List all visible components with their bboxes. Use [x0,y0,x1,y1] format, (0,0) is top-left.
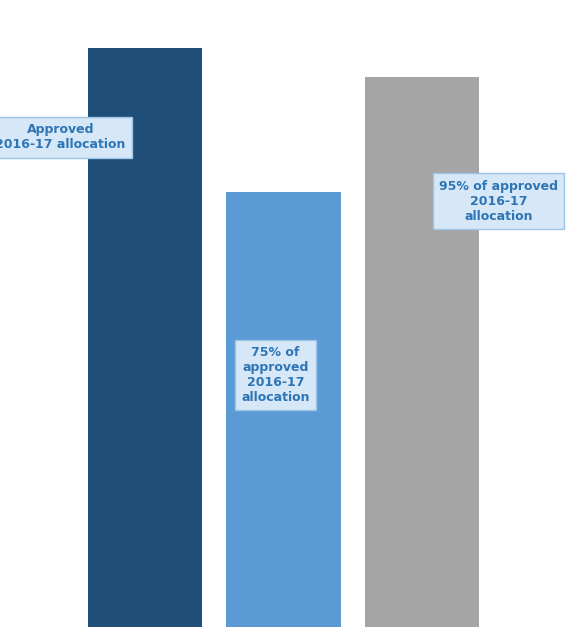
Text: 75% of
approved
2016-17
allocation: 75% of approved 2016-17 allocation [241,346,310,404]
Bar [365,77,480,627]
Bar [87,47,202,627]
Text: Approved
2016-17 allocation: Approved 2016-17 allocation [0,124,125,152]
Text: 95% of approved
2016-17
allocation: 95% of approved 2016-17 allocation [439,180,558,223]
Bar [226,193,341,627]
